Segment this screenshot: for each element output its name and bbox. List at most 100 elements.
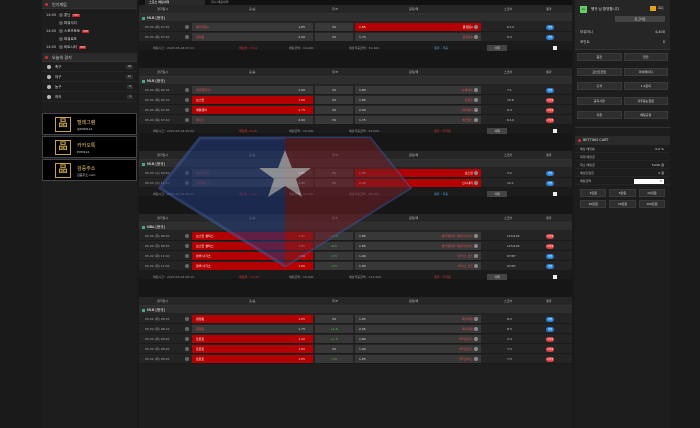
away-odds: 1.85 [359,25,366,29]
away-odds-cell[interactable]: 1.75 에인절스 [355,116,481,124]
away-odds-cell[interactable]: 1.80 뉴욕메츠 [355,86,481,94]
home-odds-cell[interactable]: 토론토 1.85 [192,355,313,363]
amount-button[interactable]: 50만원 [609,200,636,208]
home-odds-cell[interactable]: 필라델피아 1.90 [192,86,313,94]
bet-amount-input[interactable]: 0 [634,178,664,184]
tab-sports-history[interactable]: 스포츠 베팅내역 [145,0,205,5]
message-icon[interactable] [650,6,656,11]
delete-button[interactable]: 삭제 [487,128,507,134]
draw-handicap-cell[interactable]: -1.5 [315,355,353,363]
select-checkbox[interactable] [553,129,557,133]
draw-handicap-cell[interactable]: VS [315,86,353,94]
menu-button[interactable]: 자주묻는질문 [623,96,668,105]
amount-button[interactable]: 100만원 [638,200,665,208]
select-checkbox[interactable] [553,46,557,50]
away-odds-cell[interactable]: 1.95 볼티모어스 [355,355,481,363]
away-odds-cell[interactable]: 1.95 보스턴 [355,169,481,177]
home-odds-cell[interactable]: 원정팀 1.75 [192,325,313,333]
draw-handicap-cell[interactable]: VS [315,169,353,177]
draw-handicap-cell[interactable]: +1.5 [315,335,353,343]
message-label[interactable]: 쪽지 [658,6,664,10]
select-checkbox[interactable] [553,192,557,196]
amount-button[interactable]: 30만원 [580,200,607,208]
live-game-item[interactable]: 파워사다 [42,19,137,27]
delete-button[interactable]: 삭제 [487,45,507,51]
home-odds-cell[interactable]: 보스턴 셀틱스 1.85 [192,242,313,250]
select-checkbox[interactable] [553,275,557,279]
sport-item[interactable]: 농구 8 [42,82,137,92]
draw-handicap-cell[interactable]: VS [315,116,353,124]
amount-button[interactable]: 10만원 [638,189,665,197]
menu-button[interactable]: 1:1문의 [623,82,668,91]
home-odds-cell[interactable]: 보스턴 1.80 [192,96,313,104]
point-value: 0 [662,40,665,44]
draw-handicap-cell[interactable]: VS [315,23,353,31]
league-name: MLB [정규] [147,308,165,312]
menu-button[interactable]: 베팅규정 [623,111,668,120]
away-odds-cell[interactable]: 2.05 메이져팀 [355,325,481,333]
home-odds-cell[interactable]: 샌디에이고 1.80 [192,179,313,187]
left-sidebar: 인기게임 14:00 롯닌 HOT 파워사다 14:00 스포츠토토 HOT 파워로또 14:0… [42,0,137,428]
away-odds-cell[interactable]: 1.90 피닉스 선즈 [355,262,481,270]
away-odds-cell[interactable]: 1.70 원정팀B [355,33,481,41]
live-game-item[interactable]: 14:00 스포츠토토 HOT [42,27,137,35]
home-odds-cell[interactable]: 메이져팀A 1.85 [192,23,313,31]
away-odds-cell[interactable]: 2.00 신시내티 [355,179,481,187]
away-odds-cell[interactable]: 1.85 필라델피아 세븐티식서스 [355,242,481,250]
menu-button[interactable]: 마이페이지 [623,67,668,76]
away-odds-cell[interactable]: 1.85 필라델피아 세븐티식서스 [355,232,481,240]
home-odds-cell[interactable]: 텍사스 2.00 [192,116,313,124]
sport-item[interactable]: 야구 21 [42,72,137,82]
home-odds-cell[interactable]: 클리블랜드 1.85 [192,169,313,177]
draw-handicap-cell[interactable]: +1.5 [315,325,353,333]
cart-row: 예상 배당률 0.0 % [575,145,670,153]
menu-button[interactable]: 포인트전환 [577,67,622,76]
delete-button[interactable]: 삭제 [487,191,507,197]
home-odds-cell[interactable]: 원정팀 1.85 [192,315,313,323]
home-odds-cell[interactable]: 원정팀 2.00 [192,33,313,41]
home-odds-cell[interactable]: 덴버 너기츠 1.80 [192,262,313,270]
promo-banner[interactable]: 品 텔레그램 @PUM114 [42,113,137,135]
live-game-item[interactable]: 파워로또 [42,35,137,43]
logout-button[interactable]: 로그아웃 [615,16,665,22]
amount-button[interactable]: 5만원 [609,189,636,197]
home-odds-cell[interactable]: 보스턴 셀틱스 1.85 [192,232,313,240]
menu-button[interactable]: 쿠폰 [577,111,622,120]
draw-handicap-cell[interactable]: VS [315,315,353,323]
handicap-value: -2.5 [331,264,337,268]
promo-banner[interactable]: 品 카카오톡 PUM114 [42,136,137,158]
promo-banner[interactable]: 品 검증주소 검증주소.com [42,159,137,181]
draw-handicap-cell[interactable]: -12.5 [315,232,353,240]
draw-handicap-cell[interactable]: -6.5 [315,242,353,250]
menu-button[interactable]: 공지사항 [577,96,622,105]
tab-mini-history[interactable]: 미니 베팅내역 [211,0,229,4]
away-odds-cell[interactable]: 1.80 볼티모어스 [355,335,481,343]
draw-handicap-cell[interactable]: VS [315,96,353,104]
delete-button[interactable]: 삭제 [487,274,507,280]
sport-item[interactable]: 축구 38 [42,62,137,72]
menu-button[interactable]: 출석 [577,82,622,91]
away-odds-cell[interactable]: 1.90 피닉스 선즈 [355,252,481,260]
live-game-item[interactable]: 14:00 비트시티 HOT [42,43,137,51]
away-odds-cell[interactable]: 1.90 볼티모어스 [355,345,481,353]
draw-handicap-cell[interactable]: -3.5 [315,252,353,260]
draw-handicap-cell[interactable]: VS [315,179,353,187]
away-odds-cell[interactable]: 1.85 원정팀A [355,23,481,31]
header-time: 경기일시 [157,299,169,303]
away-odds-cell[interactable]: 1.95 메이져팀 [355,315,481,323]
draw-handicap-cell[interactable]: VS [315,345,353,353]
live-game-item[interactable]: 14:00 롯닌 HOT [42,11,137,19]
draw-handicap-cell[interactable]: -2.5 [315,262,353,270]
away-odds-cell[interactable]: 1.85 토론토 [355,96,481,104]
home-odds-cell[interactable]: 덴버 너기츠 1.80 [192,252,313,260]
home-odds-cell[interactable]: 토론토 1.80 [192,345,313,353]
sport-item[interactable]: 하키 4 [42,92,137,102]
draw-handicap-cell[interactable]: VS [315,106,353,114]
menu-button[interactable]: 환전 [623,53,668,61]
home-odds-cell[interactable]: 토론토 1.90 [192,335,313,343]
draw-handicap-cell[interactable]: VS [315,33,353,41]
menu-button[interactable]: 충전 [577,53,622,61]
home-odds-cell[interactable]: 애틀랜타 1.75 [192,106,313,114]
amount-button[interactable]: 1만원 [580,189,607,197]
away-odds-cell[interactable]: 2.00 마이애미 [355,106,481,114]
